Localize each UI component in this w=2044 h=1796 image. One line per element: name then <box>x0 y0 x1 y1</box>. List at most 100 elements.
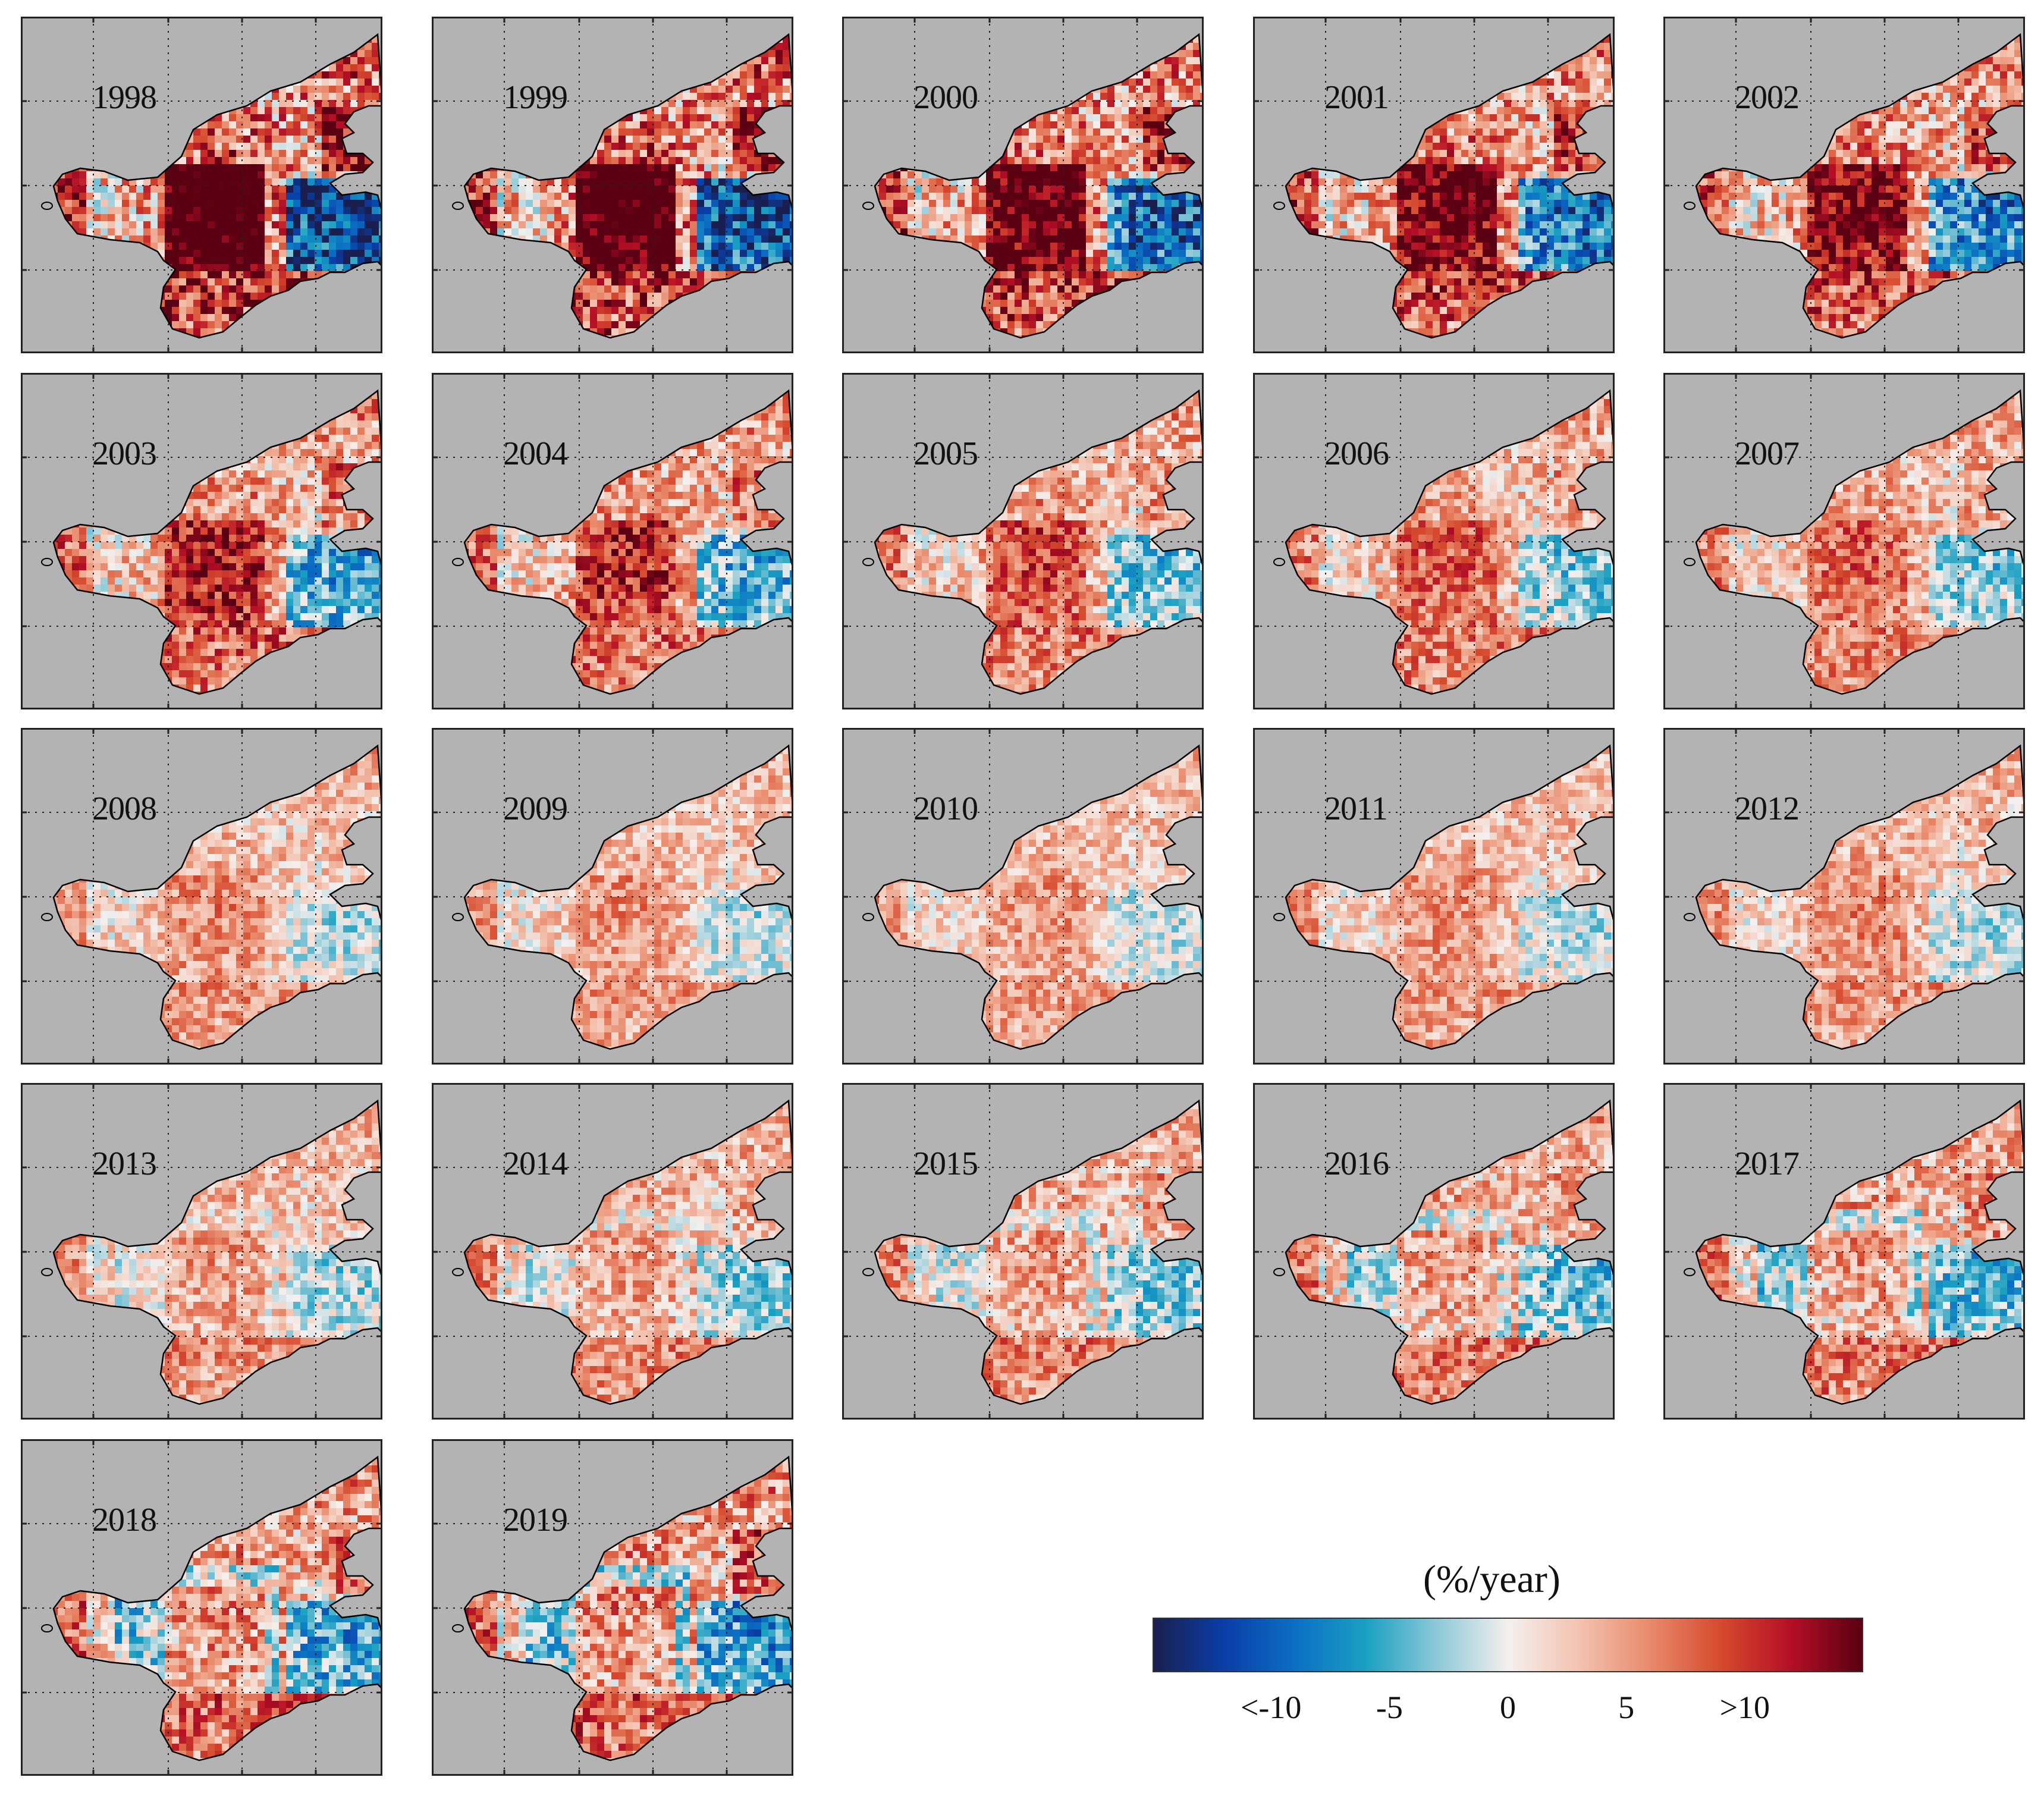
colorbar-tick-label: 0 <box>1500 1689 1516 1726</box>
colorbar-gradient <box>1153 1618 1863 1672</box>
island <box>452 1624 464 1632</box>
year-label: 2002 <box>1735 79 1800 117</box>
island <box>862 202 874 210</box>
year-label: 2016 <box>1324 1145 1389 1183</box>
map-svg <box>432 728 793 1065</box>
year-label: 2009 <box>503 790 568 828</box>
coastline <box>874 33 1204 339</box>
map-svg <box>842 17 1204 353</box>
map-svg <box>1253 373 1615 709</box>
coastline <box>52 1455 382 1762</box>
island <box>452 913 464 921</box>
map-panel: 2005 <box>842 373 1204 709</box>
coastline <box>52 389 382 695</box>
year-label: 2001 <box>1324 79 1389 117</box>
map-svg <box>432 17 793 353</box>
island <box>1684 913 1696 921</box>
map-svg <box>842 728 1204 1065</box>
map-svg <box>21 17 382 353</box>
island <box>452 1268 464 1276</box>
coastline <box>1695 1099 2025 1405</box>
map-svg <box>1663 728 2025 1065</box>
map-panel: 2004 <box>432 373 793 709</box>
coastline <box>1285 389 1615 695</box>
island <box>452 202 464 210</box>
year-label: 2007 <box>1735 435 1800 473</box>
year-label: 2008 <box>92 790 157 828</box>
island <box>41 202 53 210</box>
year-label: 2018 <box>92 1501 157 1539</box>
coastline <box>874 389 1204 695</box>
map-panel: 2017 <box>1663 1083 2025 1420</box>
year-label: 2005 <box>913 435 978 473</box>
year-label: 2019 <box>503 1501 568 1539</box>
coastline <box>1285 33 1615 339</box>
map-svg <box>21 1083 382 1420</box>
year-label: 2011 <box>1324 790 1388 828</box>
coastline <box>52 33 382 339</box>
coastline <box>52 1099 382 1405</box>
map-panel: 2013 <box>21 1083 382 1420</box>
colorbar-tick-label: >10 <box>1720 1689 1770 1726</box>
year-label: 2010 <box>913 790 978 828</box>
year-label: 2000 <box>913 79 978 117</box>
map-panel: 2011 <box>1253 728 1615 1065</box>
map-panel: 2007 <box>1663 373 2025 709</box>
year-label: 2004 <box>503 435 568 473</box>
coastline <box>1695 744 2025 1050</box>
coastline <box>463 744 793 1050</box>
year-label: 2012 <box>1735 790 1800 828</box>
year-label: 1999 <box>503 79 568 117</box>
map-panel: 2000 <box>842 17 1204 353</box>
coastline <box>874 744 1204 1050</box>
coastline <box>463 1099 793 1405</box>
map-panel: 2012 <box>1663 728 2025 1065</box>
island <box>1684 558 1696 566</box>
year-label: 2015 <box>913 1145 978 1183</box>
island <box>862 1268 874 1276</box>
map-panel: 2014 <box>432 1083 793 1420</box>
map-svg <box>842 373 1204 709</box>
map-svg <box>21 1439 382 1776</box>
colorbar-title: (%/year) <box>1423 1557 1561 1602</box>
coastline <box>463 1455 793 1762</box>
island <box>1273 202 1285 210</box>
island <box>1684 202 1696 210</box>
map-panel: 2010 <box>842 728 1204 1065</box>
map-svg <box>842 1083 1204 1420</box>
colorbar-tick-label: -5 <box>1376 1689 1403 1726</box>
island <box>1273 558 1285 566</box>
island <box>862 558 874 566</box>
map-panel: 2015 <box>842 1083 1204 1420</box>
island <box>41 913 53 921</box>
coastline <box>874 1099 1204 1405</box>
map-svg <box>1663 1083 2025 1420</box>
coastline <box>1285 744 1615 1050</box>
coastline <box>1285 1099 1615 1405</box>
map-panel: 2001 <box>1253 17 1615 353</box>
trend-field <box>464 1101 793 1404</box>
island <box>41 1268 53 1276</box>
map-panel: 2003 <box>21 373 382 709</box>
map-svg <box>21 728 382 1065</box>
map-svg <box>1663 373 2025 709</box>
map-svg <box>1253 1083 1615 1420</box>
map-panel: 2018 <box>21 1439 382 1776</box>
map-svg <box>432 373 793 709</box>
coastline <box>52 744 382 1050</box>
year-label: 2017 <box>1735 1145 1800 1183</box>
coastline <box>1695 389 2025 695</box>
island <box>862 913 874 921</box>
map-svg <box>21 373 382 709</box>
map-svg <box>1663 17 2025 353</box>
map-panel: 2006 <box>1253 373 1615 709</box>
colorbar-tick-label: <-10 <box>1241 1689 1301 1726</box>
map-svg <box>432 1083 793 1420</box>
year-label: 2013 <box>92 1145 157 1183</box>
map-svg <box>432 1439 793 1776</box>
island <box>1273 1268 1285 1276</box>
map-panel: 2002 <box>1663 17 2025 353</box>
map-panel: 2016 <box>1253 1083 1615 1420</box>
map-panel: 1998 <box>21 17 382 353</box>
map-svg <box>1253 728 1615 1065</box>
